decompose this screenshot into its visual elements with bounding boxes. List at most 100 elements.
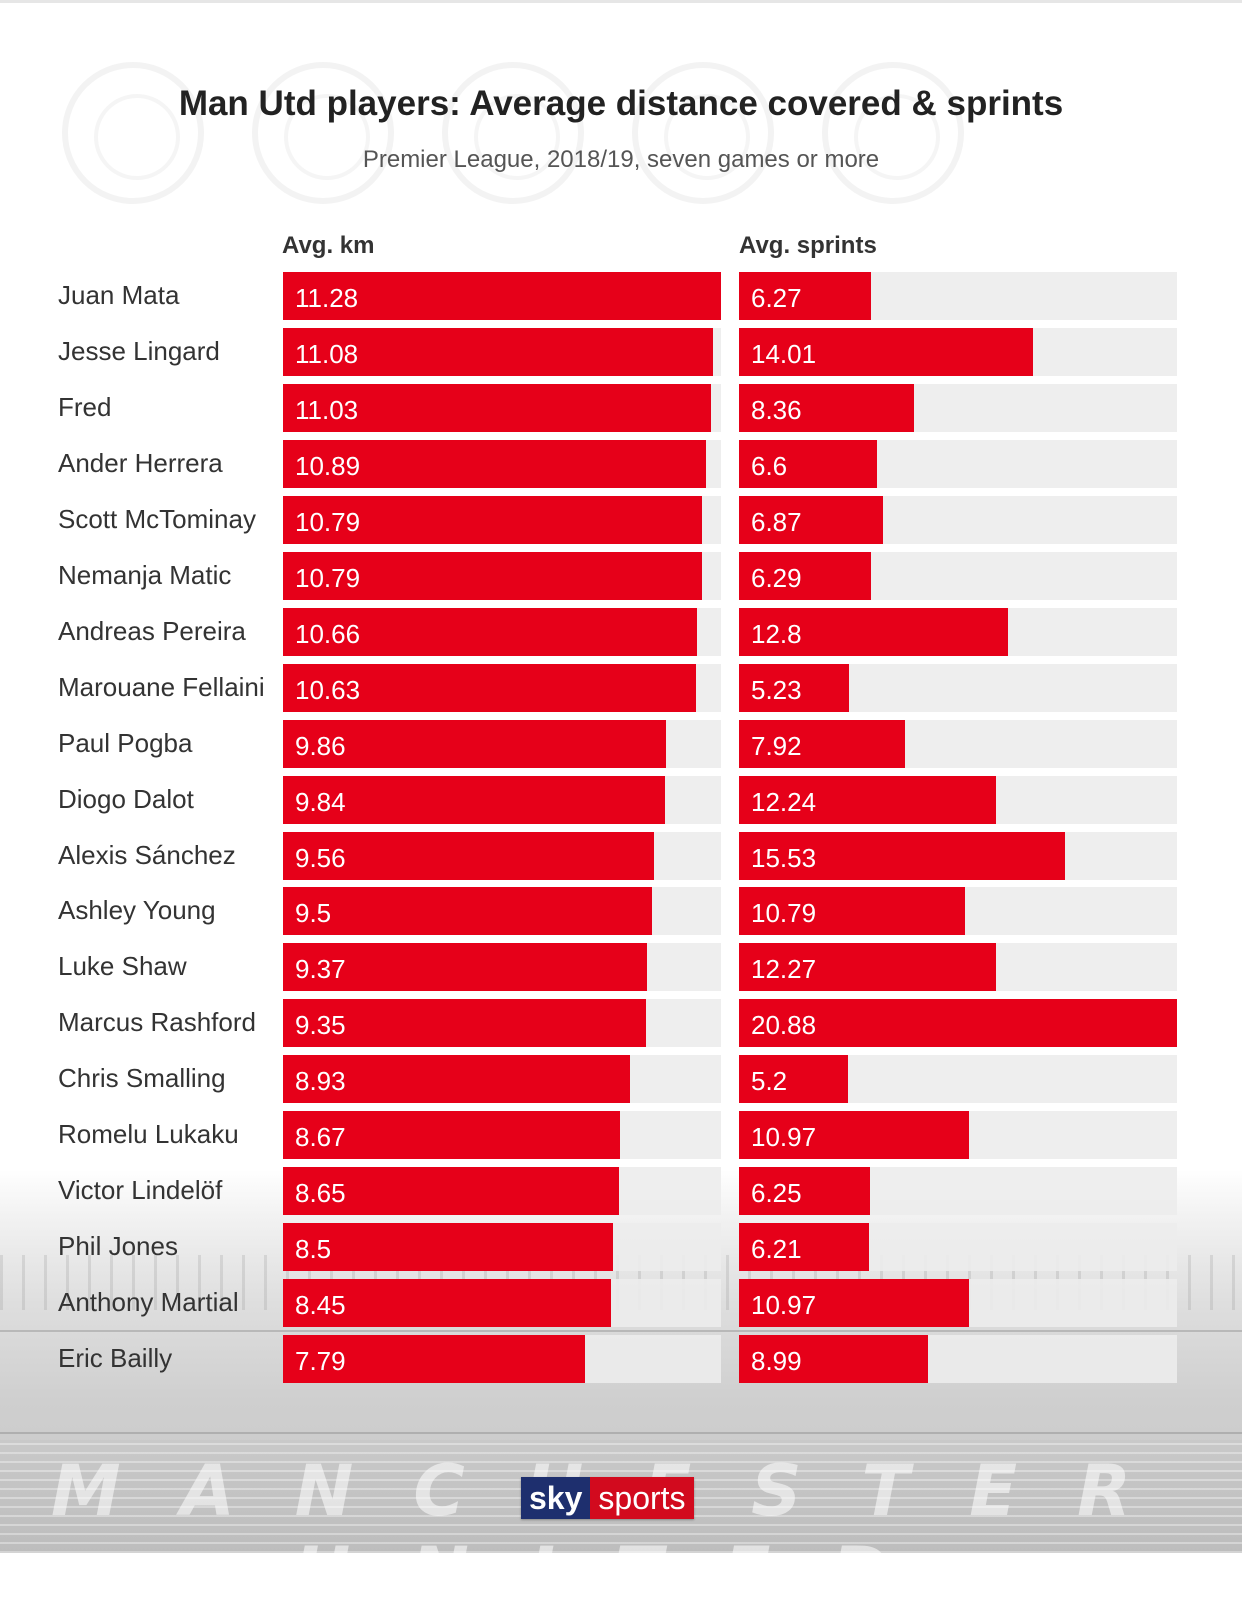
crest-watermark bbox=[62, 62, 204, 204]
km-bar-track: 10.79 bbox=[283, 496, 721, 544]
km-bar-track: 9.5 bbox=[283, 887, 721, 935]
km-bar-track: 11.28 bbox=[283, 272, 721, 320]
stand-lettering: MANCHESTER UNITED bbox=[51, 1450, 1131, 1614]
sprints-bar: 12.24 bbox=[739, 776, 996, 824]
column-header-sprints: Avg. sprints bbox=[739, 232, 877, 259]
km-bar-track: 11.03 bbox=[283, 384, 721, 432]
sprints-bar: 5.23 bbox=[739, 664, 849, 712]
chart-row: Paul Pogba 9.86 7.92 bbox=[0, 720, 1242, 768]
km-value-label: 10.89 bbox=[295, 451, 361, 481]
sprints-bar-track: 12.8 bbox=[739, 608, 1177, 656]
sprints-bar-track: 6.25 bbox=[739, 1167, 1177, 1215]
sprints-bar-track: 20.88 bbox=[739, 999, 1177, 1047]
sprints-value-label: 8.99 bbox=[751, 1346, 802, 1376]
player-name-label: Victor Lindelöf bbox=[58, 1175, 223, 1205]
km-bar: 10.79 bbox=[283, 496, 702, 544]
player-name-label: Marouane Fellaini bbox=[58, 672, 265, 702]
sprints-bar-track: 6.29 bbox=[739, 552, 1177, 600]
sprints-bar: 6.21 bbox=[739, 1223, 869, 1271]
km-bar-track: 9.56 bbox=[283, 832, 721, 880]
sprints-value-label: 6.6 bbox=[751, 451, 788, 481]
player-name-label: Romelu Lukaku bbox=[58, 1119, 239, 1149]
chart-row: Andreas Pereira 10.66 12.8 bbox=[0, 608, 1242, 656]
km-bar-track: 10.63 bbox=[283, 664, 721, 712]
sprints-value-label: 12.27 bbox=[751, 954, 817, 984]
sprints-value-label: 5.23 bbox=[751, 675, 802, 705]
player-name-label: Diogo Dalot bbox=[58, 784, 194, 814]
sprints-bar-track: 12.27 bbox=[739, 943, 1177, 991]
sprints-bar: 6.27 bbox=[739, 272, 871, 320]
chart-row: Jesse Lingard 11.08 14.01 bbox=[0, 328, 1242, 376]
sprints-value-label: 7.92 bbox=[751, 731, 802, 761]
km-value-label: 8.67 bbox=[295, 1122, 346, 1152]
sprints-bar-track: 10.97 bbox=[739, 1111, 1177, 1159]
player-name-label: Ashley Young bbox=[58, 895, 216, 925]
chart-row: Victor Lindelöf 8.65 6.25 bbox=[0, 1167, 1242, 1215]
crest-watermark bbox=[252, 62, 394, 204]
logo-sports-text: sports bbox=[590, 1477, 694, 1519]
km-bar-track: 8.5 bbox=[283, 1223, 721, 1271]
player-name-label: Marcus Rashford bbox=[58, 1007, 256, 1037]
stand-divider bbox=[0, 1432, 1242, 1434]
sprints-bar: 8.99 bbox=[739, 1335, 928, 1383]
km-bar-track: 10.79 bbox=[283, 552, 721, 600]
crest-watermark bbox=[442, 62, 584, 204]
sprints-value-label: 6.21 bbox=[751, 1234, 802, 1264]
sprints-value-label: 6.25 bbox=[751, 1178, 802, 1208]
chart-row: Fred 11.03 8.36 bbox=[0, 384, 1242, 432]
sprints-bar-track: 6.27 bbox=[739, 272, 1177, 320]
sprints-bar: 15.53 bbox=[739, 832, 1065, 880]
sprints-bar-track: 6.6 bbox=[739, 440, 1177, 488]
player-name-label: Anthony Martial bbox=[58, 1287, 239, 1317]
chart-row: Chris Smalling 8.93 5.2 bbox=[0, 1055, 1242, 1103]
sprints-bar: 6.6 bbox=[739, 440, 877, 488]
km-bar-track: 8.45 bbox=[283, 1279, 721, 1327]
sprints-bar: 12.27 bbox=[739, 943, 996, 991]
crest-watermark bbox=[632, 62, 774, 204]
sprints-bar-track: 14.01 bbox=[739, 328, 1177, 376]
chart-subtitle: Premier League, 2018/19, seven games or … bbox=[362, 146, 880, 173]
sprints-value-label: 5.2 bbox=[751, 1066, 788, 1096]
km-bar: 11.28 bbox=[283, 272, 721, 320]
sprints-value-label: 12.8 bbox=[751, 619, 802, 649]
player-name-label: Andreas Pereira bbox=[58, 616, 246, 646]
sprints-value-label: 15.53 bbox=[751, 843, 817, 873]
km-value-label: 9.56 bbox=[295, 843, 346, 873]
player-name-label: Chris Smalling bbox=[58, 1063, 226, 1093]
km-bar: 10.63 bbox=[283, 664, 696, 712]
km-bar: 7.79 bbox=[283, 1335, 585, 1383]
player-name-label: Jesse Lingard bbox=[58, 336, 220, 366]
km-bar-track: 8.93 bbox=[283, 1055, 721, 1103]
km-bar-track: 10.66 bbox=[283, 608, 721, 656]
chart-row: Marcus Rashford 9.35 20.88 bbox=[0, 999, 1242, 1047]
player-name-label: Fred bbox=[58, 392, 112, 422]
km-bar: 9.5 bbox=[283, 887, 652, 935]
km-bar-track: 11.08 bbox=[283, 328, 721, 376]
km-bar: 11.03 bbox=[283, 384, 711, 432]
sprints-value-label: 10.79 bbox=[751, 898, 817, 928]
km-bar: 8.5 bbox=[283, 1223, 613, 1271]
sprints-bar-track: 5.2 bbox=[739, 1055, 1177, 1103]
sprints-bar-track: 6.87 bbox=[739, 496, 1177, 544]
player-name-label: Eric Bailly bbox=[58, 1343, 173, 1373]
km-value-label: 9.5 bbox=[295, 898, 332, 928]
km-value-label: 10.66 bbox=[295, 619, 361, 649]
stand-divider bbox=[0, 1330, 1242, 1332]
sprints-value-label: 10.97 bbox=[751, 1290, 817, 1320]
chart-row: Nemanja Matic 10.79 6.29 bbox=[0, 552, 1242, 600]
sky-sports-logo: sky sports bbox=[521, 1477, 694, 1519]
crest-watermark bbox=[822, 62, 964, 204]
km-value-label: 9.86 bbox=[295, 731, 346, 761]
km-value-label: 10.79 bbox=[295, 507, 361, 537]
player-name-label: Paul Pogba bbox=[58, 728, 193, 758]
km-value-label: 10.63 bbox=[295, 675, 361, 705]
sprints-bar: 12.8 bbox=[739, 608, 1008, 656]
sprints-bar: 14.01 bbox=[739, 328, 1033, 376]
sprints-bar-track: 8.36 bbox=[739, 384, 1177, 432]
player-name-label: Juan Mata bbox=[58, 280, 180, 310]
sprints-bar: 6.87 bbox=[739, 496, 883, 544]
sprints-value-label: 12.24 bbox=[751, 787, 817, 817]
player-name-label: Alexis Sánchez bbox=[58, 840, 236, 870]
chart-row: Marouane Fellaini 10.63 5.23 bbox=[0, 664, 1242, 712]
km-value-label: 11.03 bbox=[295, 395, 359, 425]
